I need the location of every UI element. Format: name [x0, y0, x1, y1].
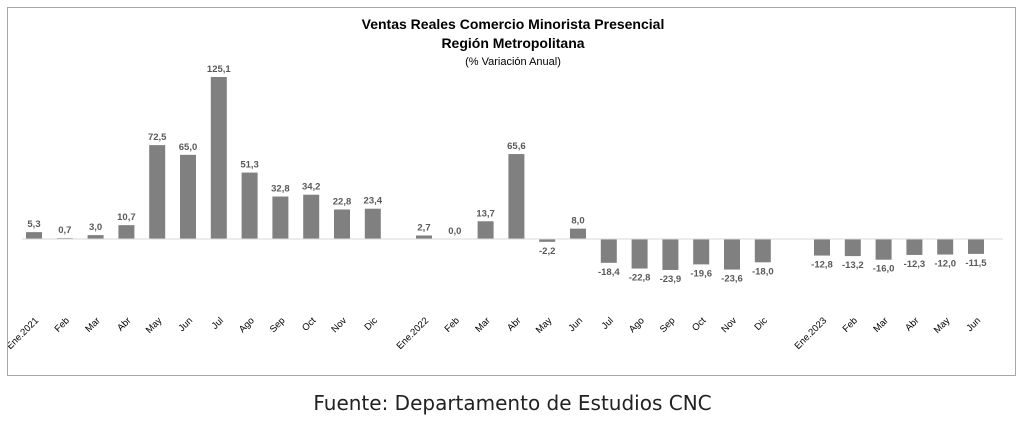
category-label: Abr — [903, 315, 921, 333]
data-label: 5,3 — [27, 219, 40, 230]
category-label: Mar — [473, 315, 492, 334]
bar — [272, 196, 289, 239]
data-label: -13,2 — [842, 260, 864, 271]
data-label: 65,0 — [179, 142, 198, 153]
category-label: Nov — [329, 315, 349, 335]
data-label: 22,8 — [333, 196, 352, 207]
category-label: May — [932, 315, 953, 336]
data-label: -18,4 — [598, 267, 620, 278]
data-label: -18,0 — [752, 266, 774, 277]
category-label: May — [534, 315, 555, 336]
bar — [844, 239, 861, 257]
category-label: Feb — [443, 315, 462, 334]
category-label: Jun — [965, 315, 984, 334]
bar — [814, 239, 830, 256]
category-label: Jul — [210, 315, 226, 331]
category-label: May — [144, 315, 165, 336]
category-label: Feb — [53, 315, 72, 334]
bar — [631, 239, 648, 269]
data-label: 0,0 — [448, 226, 461, 237]
bar — [968, 239, 984, 254]
data-label: 72,5 — [148, 132, 167, 143]
bar — [416, 235, 432, 239]
category-label: Mar — [83, 315, 102, 334]
category-label: Abr — [115, 315, 133, 333]
data-label: 65,6 — [507, 141, 526, 152]
category-label: Abr — [505, 315, 523, 333]
data-label: -11,5 — [965, 258, 987, 269]
bar — [508, 154, 525, 239]
category-label: Jul — [600, 315, 616, 331]
bar — [662, 239, 679, 270]
bar — [600, 239, 617, 263]
bar — [210, 77, 227, 239]
category-label: Mar — [871, 315, 890, 334]
category-label: Feb — [841, 315, 860, 334]
data-label: 2,7 — [417, 223, 430, 234]
data-label: -2,2 — [539, 246, 555, 257]
data-label: 125,1 — [207, 64, 231, 75]
bars-group — [26, 77, 984, 270]
bar — [364, 208, 381, 239]
category-label: Sep — [658, 315, 678, 335]
bar — [118, 225, 135, 239]
data-label: 3,0 — [89, 222, 102, 233]
data-label: -23,9 — [660, 274, 682, 285]
source-note: Fuente: Departamento de Estudios CNC — [313, 391, 712, 415]
category-label: Ago — [237, 315, 257, 335]
chart-frame: Ventas Reales Comercio Minorista Presenc… — [7, 7, 1016, 376]
category-label: Oct — [690, 315, 708, 333]
category-label: Ene.2023 — [793, 315, 830, 352]
category-label: Ene.2022 — [395, 315, 432, 352]
category-label: Dic — [362, 315, 380, 333]
data-label: -12,0 — [934, 259, 956, 270]
bar — [693, 239, 710, 265]
category-label: Ene.2021 — [8, 315, 41, 352]
chart-title: Ventas Reales Comercio Minorista Presenc… — [362, 16, 665, 32]
bar — [477, 221, 494, 239]
data-label: 23,4 — [364, 196, 383, 207]
bar-chart: Ventas Reales Comercio Minorista Presenc… — [8, 16, 1003, 352]
category-labels-group: Ene.2021 Feb Mar Abr May Jun Jul Ago Sep Oct Nov Di… — [8, 315, 983, 352]
bar — [180, 154, 196, 239]
bar — [906, 239, 923, 255]
category-label: Dic — [752, 315, 770, 333]
data-label: 0,7 — [58, 225, 71, 236]
category-label: Oct — [300, 315, 318, 333]
category-label: Jun — [567, 315, 586, 334]
data-label: 51,3 — [240, 160, 259, 171]
chart-subtitle-region: Región Metropolitana — [441, 35, 584, 51]
bar — [539, 239, 556, 242]
data-label: 10,7 — [117, 212, 136, 223]
bar — [937, 239, 954, 255]
data-label: -23,6 — [721, 274, 743, 285]
bar — [875, 239, 892, 260]
category-label: Jun — [177, 315, 196, 334]
data-label: 13,7 — [476, 208, 495, 219]
category-label: Ago — [627, 315, 647, 335]
chart-subtitle-unit: (% Variación Anual) — [465, 56, 561, 68]
bar — [303, 194, 320, 239]
bar — [724, 239, 740, 270]
value-labels-group: 5,3 0,7 3,0 10,7 72,5 65,0 125,1 51,3 32,8 34,2 22… — [27, 64, 987, 285]
bar — [26, 232, 42, 239]
bar — [754, 239, 771, 263]
bar — [570, 228, 586, 239]
bar — [149, 145, 166, 239]
data-label: -12,3 — [904, 259, 926, 270]
bar — [334, 209, 350, 239]
data-label: 34,2 — [302, 182, 321, 193]
bar — [241, 172, 258, 239]
data-label: -12,8 — [811, 260, 833, 271]
data-label: 32,8 — [271, 184, 290, 195]
data-label: -19,6 — [690, 268, 712, 279]
data-label: 8,0 — [571, 216, 584, 227]
bar — [87, 235, 104, 239]
category-label: Nov — [719, 315, 739, 335]
data-label: -16,0 — [873, 264, 895, 275]
category-label: Sep — [268, 315, 288, 335]
data-label: -22,8 — [629, 273, 651, 284]
